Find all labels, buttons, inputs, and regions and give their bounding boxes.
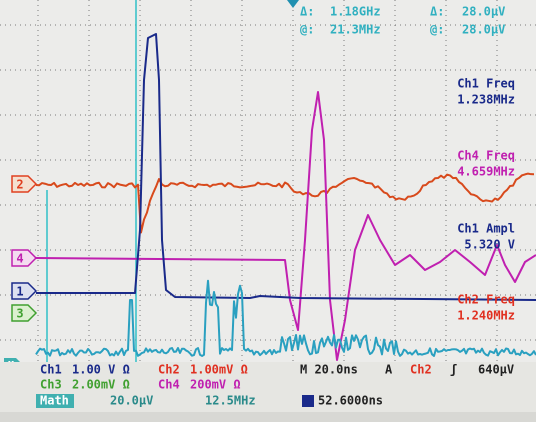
measurement-value: 1.240MHz (457, 309, 515, 323)
status-text: 640µV (478, 363, 514, 377)
status-text: 1.00mV Ω (190, 363, 248, 377)
status-text: Ch2 (158, 363, 180, 377)
channel-marker-label: 1 (16, 285, 23, 299)
measurement-label: Ch2 Freq (457, 293, 515, 307)
status-text: 200mV Ω (190, 378, 241, 392)
cursor-label: @: (300, 23, 314, 37)
status-text: Ch2 (410, 363, 432, 377)
status-text: A (385, 363, 393, 377)
screen-background (0, 0, 536, 362)
cursor-value: 28.0µV (462, 23, 505, 37)
oscilloscope-screen: Δ: 1.18GHz Δ: 28.0µV @: 21.3MHz @: 28.0µ… (0, 0, 536, 422)
time-icon (302, 395, 314, 407)
status-text: Ch3 (40, 378, 62, 392)
channel-marker-label: 2 (16, 178, 23, 192)
channel-marker-label: 4 (16, 252, 23, 266)
measurement-value: 5.320 V (464, 238, 515, 252)
status-text: M 20.0ns (300, 363, 358, 377)
status-text: ʃ (450, 363, 457, 377)
status-text: 52.6000ns (318, 394, 383, 408)
channel-marker-label: 3 (16, 307, 23, 321)
cursor-value: 28.0µV (462, 5, 505, 19)
measurement-value: 4.659MHz (457, 165, 515, 179)
cursor-value: 1.18GHz (330, 5, 381, 19)
measurement-label: Ch1 Ampl (457, 222, 515, 236)
status-text: 12.5MHz (205, 394, 256, 408)
status-text: Ch4 (158, 378, 180, 392)
measurement-label: Ch1 Freq (457, 77, 515, 91)
page: {"cursor_readout": {"delta_label_1": "Δ:… (0, 0, 536, 422)
cursor-label: Δ: (430, 5, 444, 19)
cursor-value: 21.3MHz (330, 23, 381, 37)
measurement-value: 1.238MHz (457, 93, 515, 107)
status-text: Ch1 (40, 363, 62, 377)
status-text: 2.00mV Ω (72, 378, 130, 392)
measurement-label: Ch4 Freq (457, 149, 515, 163)
cursor-label: Δ: (300, 5, 314, 19)
status-text: Math (40, 394, 69, 408)
status-text: 1.00 V Ω (72, 363, 130, 377)
cursor-label: @: (430, 23, 444, 37)
status-text: 20.0µV (110, 394, 153, 408)
